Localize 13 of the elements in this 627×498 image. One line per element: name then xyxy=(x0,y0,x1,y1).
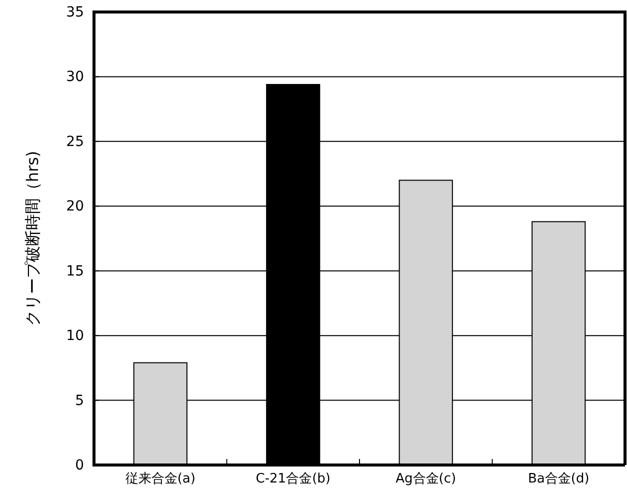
y-tick-label: 25 xyxy=(66,134,84,150)
y-tick-label: 15 xyxy=(66,263,84,280)
x-tick-label: C-21合金(b) xyxy=(256,471,330,486)
y-axis-title: クリープ破断時間（hrs) xyxy=(23,150,42,326)
y-tick-label: 0 xyxy=(75,457,84,474)
y-tick-label: 35 xyxy=(66,4,84,20)
y-tick-label: 20 xyxy=(66,198,84,215)
y-tick-label: 5 xyxy=(75,392,84,409)
x-tick-label: Ag合金(c) xyxy=(396,471,456,486)
x-tick-label: 従来合金(a) xyxy=(125,471,196,486)
x-tick-label: Ba合金(d) xyxy=(528,471,590,486)
y-tick-label: 30 xyxy=(66,69,84,86)
y-tick-label: 10 xyxy=(66,328,84,344)
